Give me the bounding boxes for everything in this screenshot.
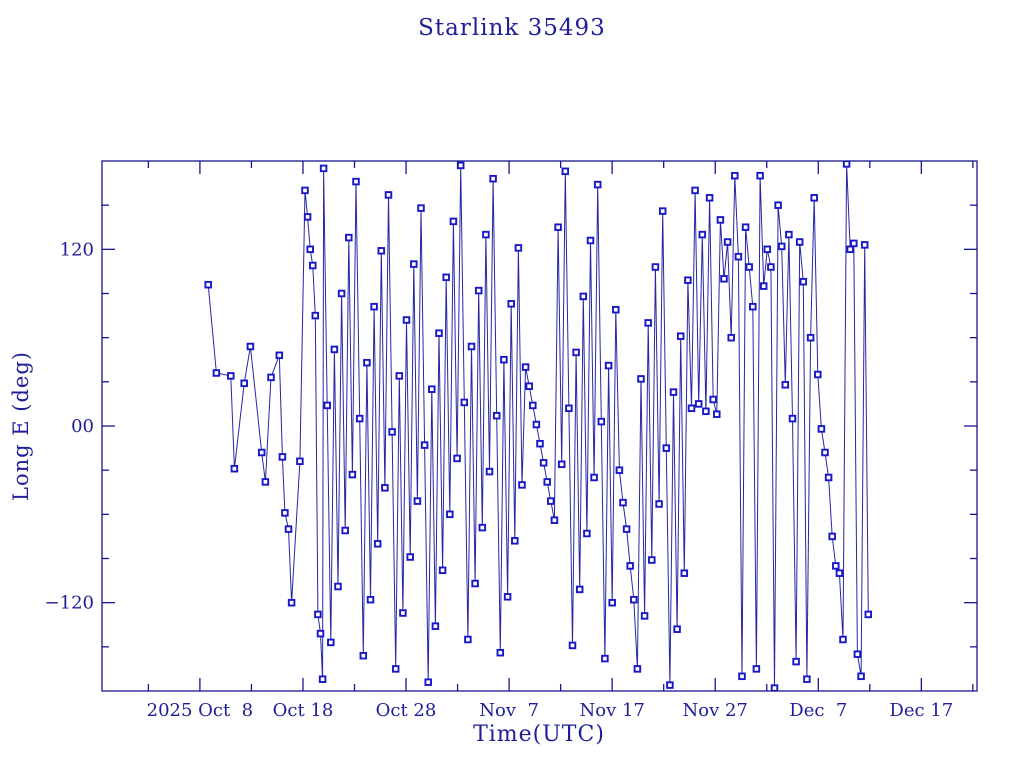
x-tick-label: Oct 28 <box>376 700 437 721</box>
x-tick-label: Dec 7 <box>789 700 847 721</box>
x-tick-label: Nov 7 <box>479 700 539 721</box>
y-tick-label: −120 <box>45 593 94 614</box>
series-group <box>204 161 873 691</box>
x-tick-label: Nov 27 <box>683 700 748 721</box>
x-tick-label: Dec 17 <box>889 700 953 721</box>
tick-labels: 2025 Oct 8 Oct 18 Oct 28 Nov 7 Nov 17 Nov 27 D… <box>45 239 954 721</box>
axes-frame <box>101 160 978 692</box>
x-tick-label: 2025 Oct 8 <box>147 700 254 721</box>
x-axis-title: Time(UTC) <box>473 722 605 747</box>
x-tick-label: Nov 17 <box>580 700 645 721</box>
series-markers <box>204 161 873 691</box>
y-tick-label: 120 <box>60 239 94 260</box>
x-tick-label: Oct 18 <box>273 700 334 721</box>
y-tick-label: 00 <box>71 416 94 437</box>
chart-title: Starlink 35493 <box>418 15 606 41</box>
